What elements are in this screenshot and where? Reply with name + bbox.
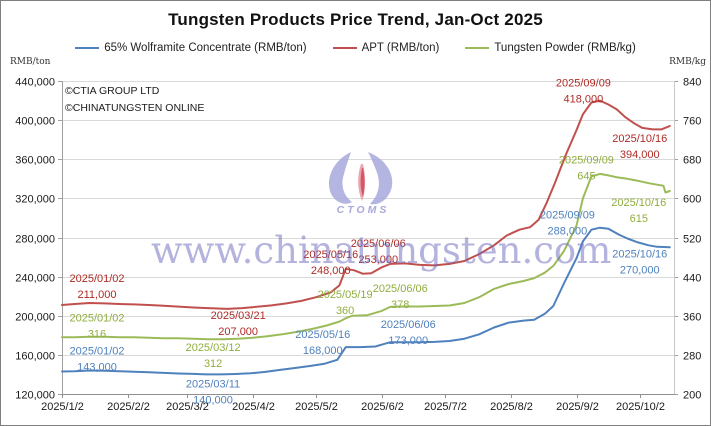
- annotation-value: 248,000: [311, 265, 351, 277]
- x-axis-tick-label: 2025/1/2: [41, 401, 84, 413]
- annotation-value: 173,000: [388, 335, 428, 347]
- x-axis-tick-label: 2025/6/2: [361, 401, 404, 413]
- left-axis-tick-label: 400,000: [15, 116, 55, 128]
- annotation-value: 615: [630, 213, 648, 225]
- right-axis-tick-label: 360: [683, 312, 701, 324]
- annotation-value: 211,000: [78, 289, 117, 301]
- annotation-value: 140,000: [193, 394, 233, 406]
- legend-line-swatch-green: [465, 47, 490, 49]
- annotation-date: 2025/06/06: [373, 283, 428, 295]
- right-axis-tick-label: 600: [683, 194, 701, 206]
- copyright-line-1: ©CTIA GROUP LTD: [65, 85, 160, 97]
- copyright-line-2: ©CHINATUNGSTEN ONLINE: [65, 102, 205, 114]
- annotation-value: 253,000: [358, 254, 398, 266]
- legend-item-wolframite: 65% Wolframite Concentrate (RMB/ton): [75, 42, 307, 54]
- annotation-value: 360: [336, 305, 354, 317]
- annotation-date: 2025/06/06: [351, 238, 406, 250]
- x-axis-tick-label: 2025/2/2: [107, 401, 150, 413]
- left-axis-tick-label: 440,000: [15, 77, 55, 89]
- right-axis-tick-label: 760: [683, 116, 701, 128]
- right-axis-tick-label: 840: [683, 77, 701, 89]
- annotation-date: 2025/10/16: [612, 133, 667, 145]
- annotation-date: 2025/05/19: [318, 289, 373, 301]
- annotation-date: 2025/09/09: [556, 78, 611, 90]
- left-axis-tick-label: 200,000: [15, 312, 55, 324]
- annotation-value: 316: [88, 328, 106, 340]
- annotation-date: 2025/06/06: [381, 319, 436, 331]
- left-axis-tick-label: 360,000: [15, 155, 55, 167]
- series-line-2: [61, 172, 671, 341]
- legend-label-powder: Tungsten Powder (RMB/kg): [494, 42, 636, 54]
- series-line-1: [61, 99, 671, 310]
- legend-line-swatch-blue: [75, 47, 100, 49]
- legend-item-powder: Tungsten Powder (RMB/kg): [465, 42, 636, 54]
- annotation-date: 2025/10/16: [612, 248, 667, 260]
- right-axis-tick-label: 680: [683, 155, 701, 167]
- legend-label-apt: APT (RMB/ton): [361, 42, 440, 54]
- annotation-date: 2025/01/02: [69, 273, 124, 285]
- annotation-value: 270,000: [620, 264, 660, 276]
- annotation-value: 168,000: [303, 345, 343, 357]
- left-axis-tick-label: 280,000: [15, 234, 55, 246]
- left-axis-tick-label: 160,000: [15, 351, 55, 363]
- x-axis-tick-label: 2025/7/2: [424, 401, 467, 413]
- chart-title: Tungsten Products Price Trend, Jan-Oct 2…: [168, 10, 543, 29]
- annotation-value: 288,000: [548, 226, 588, 238]
- legend-item-apt: APT (RMB/ton): [332, 42, 440, 54]
- annotation-date: 2025/01/02: [69, 312, 124, 324]
- x-axis-tick-label: 2025/5/2: [295, 401, 338, 413]
- annotation-date: 2025/09/09: [540, 210, 595, 222]
- x-axis-tick-label: 2025/3/2: [166, 401, 209, 413]
- x-axis-tick-label: 2025/8/2: [490, 401, 533, 413]
- annotation-date: 2025/03/21: [211, 310, 266, 322]
- annotation-value: 312: [204, 358, 222, 370]
- annotation-date: 2025/05/16: [295, 329, 350, 341]
- annotation-date: 2025/05/16: [303, 249, 358, 261]
- annotation-value: 378: [391, 299, 409, 311]
- x-axis-tick-label: 2025/9/2: [556, 401, 599, 413]
- annotation-date: 2025/03/12: [186, 342, 241, 354]
- left-axis-tick-label: 240,000: [15, 273, 55, 285]
- annotation-date: 2025/03/11: [186, 378, 240, 390]
- copyright-block: ©CTIA GROUP LTD ©CHINATUNGSTEN ONLINE: [65, 83, 204, 117]
- annotation-date: 2025/10/16: [611, 197, 666, 209]
- annotation-value: 394,000: [620, 149, 660, 161]
- right-axis-tick-label: 520: [683, 234, 701, 246]
- right-axis-tick-label: 200: [683, 390, 701, 402]
- annotation-value: 143,000: [77, 362, 117, 374]
- left-axis-tick-label: 320,000: [15, 194, 55, 206]
- legend-label-wolframite: 65% Wolframite Concentrate (RMB/ton): [104, 42, 307, 54]
- annotation-value: 418,000: [564, 94, 604, 106]
- x-axis-tick-label: 2025/4/2: [232, 401, 275, 413]
- x-axis-tick-label: 2025/10/2: [616, 401, 665, 413]
- series-line-0: [61, 226, 671, 376]
- annotation-value: 645: [577, 170, 595, 182]
- legend-line-swatch-red: [332, 47, 357, 49]
- right-axis-tick-label: 280: [683, 351, 701, 363]
- left-axis-unit: RMB/ton: [10, 57, 51, 67]
- right-axis-tick-label: 440: [683, 273, 701, 285]
- annotation-value: 207,000: [218, 326, 258, 338]
- right-axis-unit: RMB/kg: [669, 57, 706, 67]
- annotation-date: 2025/01/02: [69, 346, 124, 358]
- annotation-date: 2025/09/09: [559, 154, 614, 166]
- chart-legend: 65% Wolframite Concentrate (RMB/ton) APT…: [1, 42, 710, 54]
- left-axis-tick-label: 120,000: [15, 390, 55, 402]
